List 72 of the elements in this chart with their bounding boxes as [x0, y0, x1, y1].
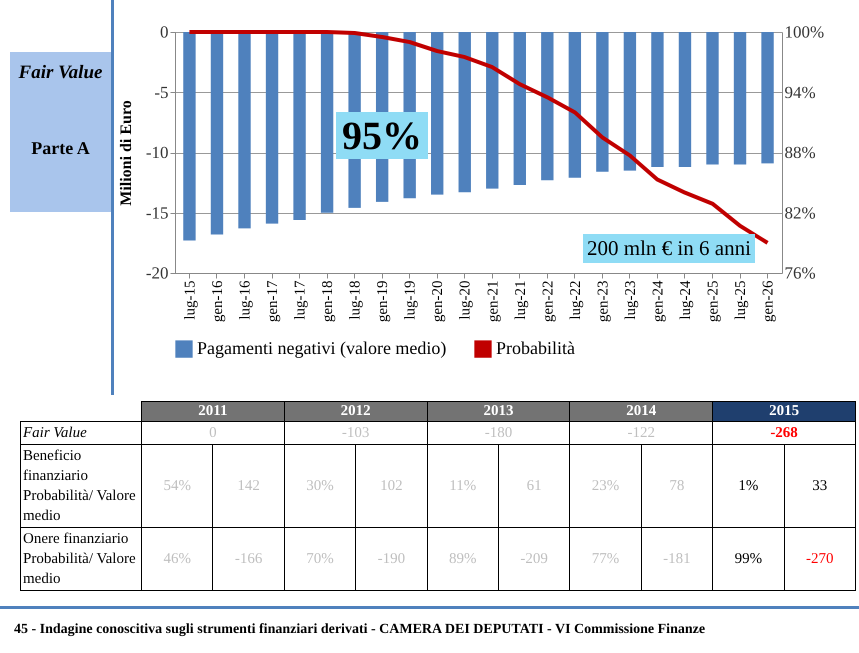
legend-label: Pagamenti negativi (valore medio)	[197, 338, 446, 358]
text: 23%	[570, 444, 642, 528]
annotation: 95%	[336, 112, 428, 159]
y2-tick-label: 82%	[784, 203, 816, 222]
x-tick-label: lug-17	[292, 280, 309, 320]
y-axis-title: Milioni di Euro	[118, 100, 135, 206]
text: 2011	[142, 402, 284, 422]
x-tick-label: lug-15	[182, 280, 198, 320]
text: 99%	[712, 528, 784, 590]
x-tick-label: lug-24	[678, 280, 694, 320]
x-tick-label: gen-26	[760, 280, 777, 322]
text: 102	[356, 444, 428, 528]
text: 70%	[284, 528, 356, 590]
text: 78	[641, 444, 713, 528]
y-tick-label: 0	[160, 22, 168, 42]
text: 2014	[570, 402, 713, 422]
text: 2013	[427, 402, 570, 422]
text: 89%	[427, 528, 498, 590]
x-tick-label: lug-25	[733, 280, 750, 320]
x-tick-label: gen-20	[430, 280, 446, 322]
text: Fair Value	[18, 61, 104, 85]
text: 30%	[284, 444, 356, 528]
text: Onere finanziario Probabilità/ Valore medio	[20, 528, 142, 590]
x-tick-label: gen-24	[650, 280, 666, 322]
text: 61	[498, 444, 570, 528]
text: 1%	[712, 444, 784, 528]
text: -122	[570, 422, 713, 444]
text: -103	[284, 422, 428, 444]
text: 45 - Indagine conoscitiva sugli strumenti finanziari derivati - CAMERA DEI DEPUTATI - VI Commissione Finanze	[14, 622, 706, 638]
text: 2012	[284, 402, 428, 422]
text: -268	[712, 422, 856, 444]
legend-label: Probabilità	[496, 338, 575, 358]
x-tick-label: gen-16	[210, 280, 226, 322]
text: Parte A	[30, 138, 91, 159]
text: -270	[784, 528, 856, 590]
text: 142	[212, 444, 284, 528]
y-tick-label: -10	[146, 143, 168, 162]
x-tick-label: gen-17	[265, 280, 282, 322]
x-tick-label: gen-21	[485, 280, 502, 322]
text: Beneficio finanziario Probabilità/ Valore medio	[20, 444, 142, 528]
text: 77%	[570, 528, 642, 590]
y2-tick-label: 76%	[784, 264, 816, 282]
x-tick-label: lug-21	[512, 280, 529, 320]
y2-tick-label: 94%	[784, 82, 816, 102]
y2-tick-label: 100%	[784, 22, 824, 42]
x-tick-label: gen-18	[320, 280, 336, 322]
text: 46%	[142, 528, 213, 590]
text: -209	[498, 528, 570, 590]
x-tick-label: lug-18	[348, 280, 364, 320]
text: -181	[641, 528, 713, 590]
x-tick-label: lug-20	[458, 280, 474, 320]
text: -166	[212, 528, 284, 590]
x-tick-label: gen-25	[705, 280, 722, 322]
y-tick-label: -15	[146, 203, 168, 222]
x-tick-label: lug-16	[238, 280, 254, 320]
y2-tick-label: 88%	[784, 143, 816, 162]
text: 33	[784, 444, 856, 528]
text: -180	[427, 422, 570, 444]
x-tick-label: gen-19	[375, 280, 392, 322]
x-tick-label: lug-19	[402, 280, 419, 320]
x-tick-label: gen-23	[595, 280, 612, 322]
text: -190	[356, 528, 428, 590]
text: Fair Value	[20, 422, 142, 444]
x-tick-label: lug-22	[568, 280, 584, 320]
y-tick-label: -20	[146, 264, 168, 282]
x-tick-label: lug-23	[622, 280, 639, 320]
y-tick-label: -5	[154, 82, 168, 102]
x-tick-label: gen-22	[540, 280, 556, 322]
annotation: 200 mln € in 6 anni	[583, 234, 755, 263]
text: 11%	[427, 444, 498, 528]
text: 2015	[712, 402, 856, 422]
text: 54%	[142, 444, 213, 528]
